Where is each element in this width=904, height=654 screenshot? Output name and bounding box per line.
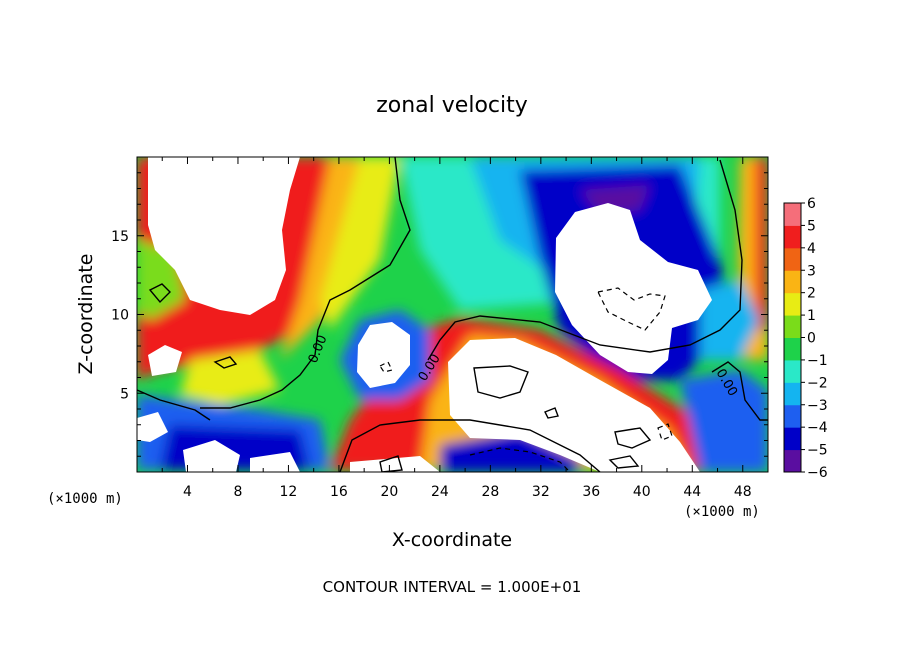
contour-small-loop-1 [148, 283, 171, 304]
x-tick-label: 12 [280, 484, 298, 500]
colorbar-swatch [784, 382, 801, 406]
contour-zero-lower [339, 419, 601, 472]
field-yellow-left-column [320, 157, 400, 330]
x-tick-label: 32 [532, 484, 550, 500]
colorbar-tick-label: −1 [807, 353, 828, 369]
colorbar-tick-label: 2 [807, 286, 816, 302]
colorbar-tick-label: 4 [807, 241, 816, 257]
field-blue-bottom-right [680, 370, 768, 472]
white-region-bottom-center [448, 338, 700, 472]
white-region-right-lobe [555, 203, 712, 374]
x-tick-label: 8 [233, 484, 242, 500]
x-tick-label: 28 [481, 484, 499, 500]
contour-dashed-right [597, 287, 666, 331]
heatmap-field: 0.00 0.00 0.00 [137, 157, 768, 472]
x-unit-left: (×1000 m) [47, 491, 123, 507]
field-yellow-left-lobe [180, 350, 280, 405]
y-tick-label: 15 [111, 229, 129, 245]
contour-dashed-small-2 [657, 423, 673, 441]
y-tick-label: 5 [120, 386, 129, 402]
x-unit-right: (×1000 m) [684, 504, 760, 520]
x-tick-label: 4 [183, 484, 192, 500]
field-blue-center-bottom [440, 430, 580, 472]
contour-small-loop-3 [473, 365, 529, 399]
colorbar-tick-label: −6 [807, 465, 828, 481]
colorbar-swatch [784, 404, 801, 428]
contour-lines [137, 157, 768, 472]
colorbar-tick-label: 5 [807, 218, 816, 234]
colorbar-swatch [784, 247, 801, 271]
contour-small-loop-4 [614, 427, 652, 449]
colorbar-swatch [784, 270, 801, 294]
colorbar-tick-label: −4 [807, 420, 828, 436]
x-tick-label: 36 [582, 484, 600, 500]
white-region-left-edge-bottom [137, 412, 168, 442]
x-tick-label: 24 [431, 484, 449, 500]
contour-dashed-lines [379, 287, 673, 472]
white-region-bubble [357, 322, 410, 388]
colorbar-tick-label: −3 [807, 398, 828, 414]
colorbar-swatch [784, 427, 801, 451]
contour-small-loop-5 [608, 455, 640, 469]
white-region-bottom-left-2 [250, 452, 300, 472]
contour-small-loop-2 [213, 356, 238, 369]
colorbar-tick-label: 6 [807, 196, 816, 212]
y-axis-label: Z-coordinate [75, 254, 97, 375]
contour-zero-upper [200, 157, 411, 409]
colorbar-tick-label: 3 [807, 263, 816, 279]
white-region-bottom-strip [350, 456, 440, 472]
colorbar-swatch [784, 315, 801, 338]
colorbar-swatch [784, 292, 801, 316]
colorbar-tick-label: −5 [807, 443, 828, 459]
colorbar-swatch [784, 359, 801, 383]
contour-small-loop-6 [544, 407, 559, 419]
white-region-left-blob [148, 345, 182, 376]
contour-dashed-bottom [469, 447, 571, 472]
x-tick-label: 40 [633, 484, 651, 500]
contour-dashed-small [379, 361, 393, 373]
colorbar-tick-label: 1 [807, 308, 816, 324]
colorbar-swatch [784, 337, 801, 361]
chart-title: zonal velocity [376, 93, 528, 118]
x-tick-label: 44 [683, 484, 701, 500]
white-region-bottom-left-1 [183, 440, 240, 472]
x-axis-label: X-coordinate [392, 529, 512, 551]
contour-interval-note: CONTOUR INTERVAL = 1.000E+01 [323, 578, 582, 596]
contour-zero-left [137, 389, 211, 421]
colorbar-swatch [784, 449, 801, 473]
colorbar-tick-label: 0 [807, 331, 816, 347]
field-red-right-edge [755, 157, 768, 330]
colorbar-swatch [784, 225, 801, 249]
contour-zero-bubble [427, 159, 743, 361]
x-tick-label: 16 [330, 484, 348, 500]
colorbar: 6 5 4 3 2 1 0 −1 −2 −3 −4 −5 −6 [783, 196, 828, 481]
x-tick-label: 48 [734, 484, 752, 500]
contour-zero-right-bottom [711, 361, 768, 421]
y-axis-ticks: 5 10 15 [111, 172, 768, 457]
x-tick-label: 20 [380, 484, 398, 500]
y-tick-label: 10 [111, 308, 129, 324]
colorbar-swatch [784, 203, 801, 226]
contour-small-loop-7 [379, 455, 403, 472]
x-axis-ticks: 4 8 12 16 20 24 28 32 36 40 44 48 [161, 157, 752, 500]
white-region-top-left [148, 157, 300, 315]
colorbar-tick-label: −2 [807, 375, 828, 391]
